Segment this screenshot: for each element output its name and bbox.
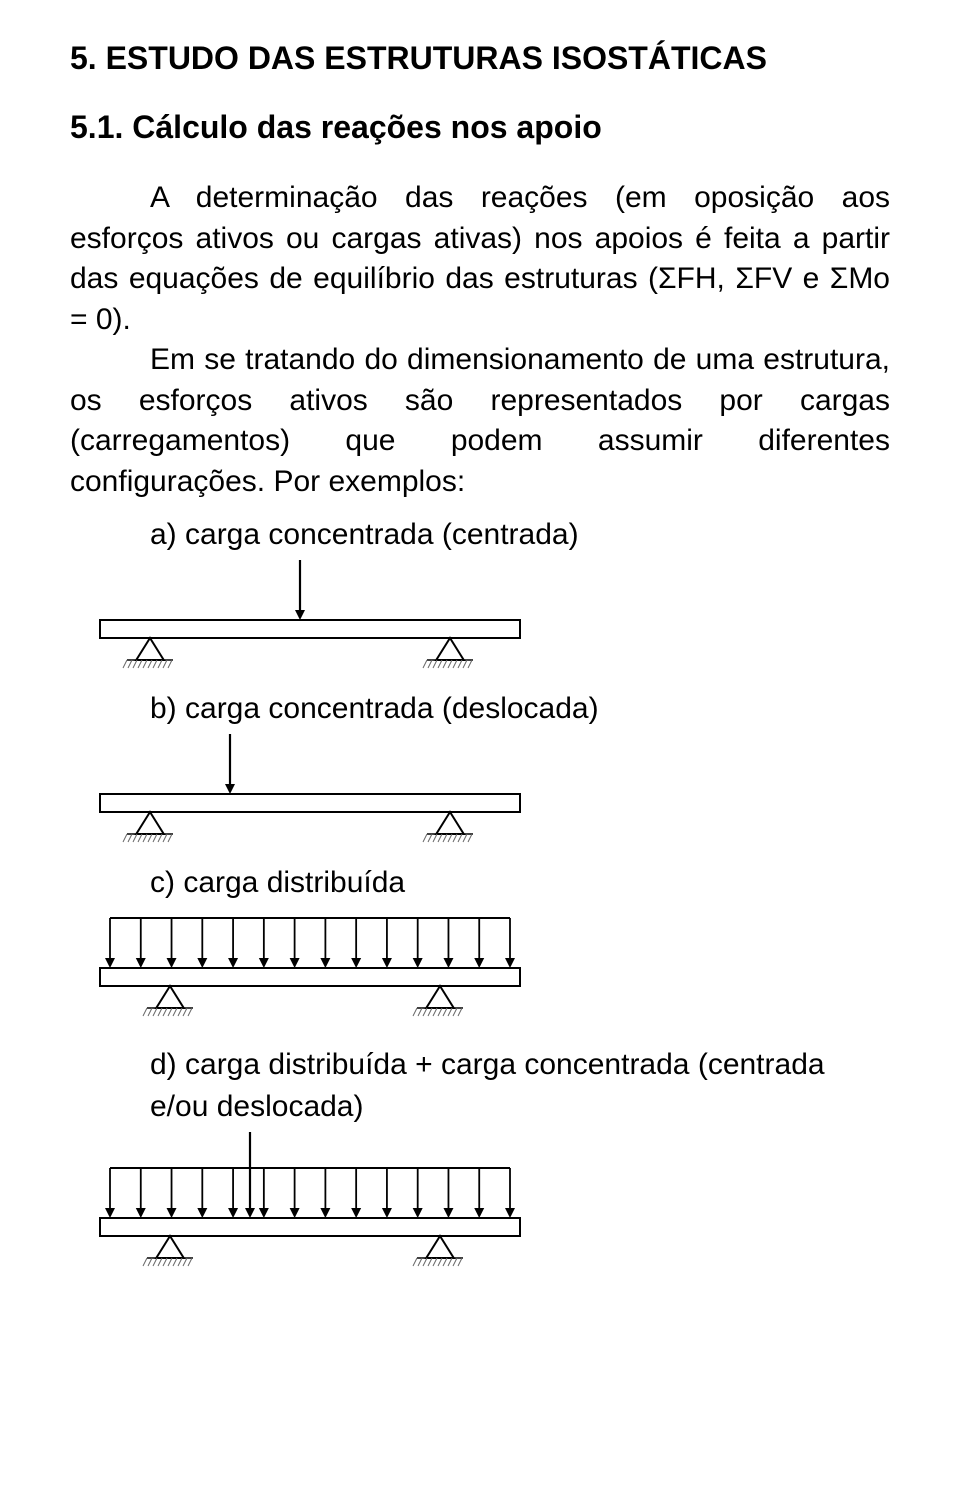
beam-diagram-c [70, 908, 550, 1028]
diagram-a [70, 560, 890, 672]
diagram-c [70, 908, 890, 1028]
item-b-label: b) carga concentrada (deslocada) [70, 692, 890, 726]
beam-diagram-b [70, 734, 550, 846]
paragraph-2: Em se tratando do dimensionamento de uma… [70, 340, 890, 502]
section-heading: 5. ESTUDO DAS ESTRUTURAS ISOSTÁTICAS [70, 40, 890, 77]
subsection-heading: 5.1. Cálculo das reações nos apoio [70, 109, 890, 146]
paragraph-1: A determinação das reações (em oposição … [70, 178, 890, 340]
item-a-label: a) carga concentrada (centrada) [70, 518, 890, 552]
item-d-label-line1: d) carga distribuída + carga concentrada… [70, 1048, 890, 1082]
item-c-label: c) carga distribuída [70, 866, 890, 900]
beam-diagram-a [70, 560, 550, 672]
diagram-b [70, 734, 890, 846]
beam-diagram-d [70, 1132, 550, 1278]
diagram-d [70, 1132, 890, 1278]
item-d-label-line2: e/ou deslocada) [70, 1090, 890, 1124]
